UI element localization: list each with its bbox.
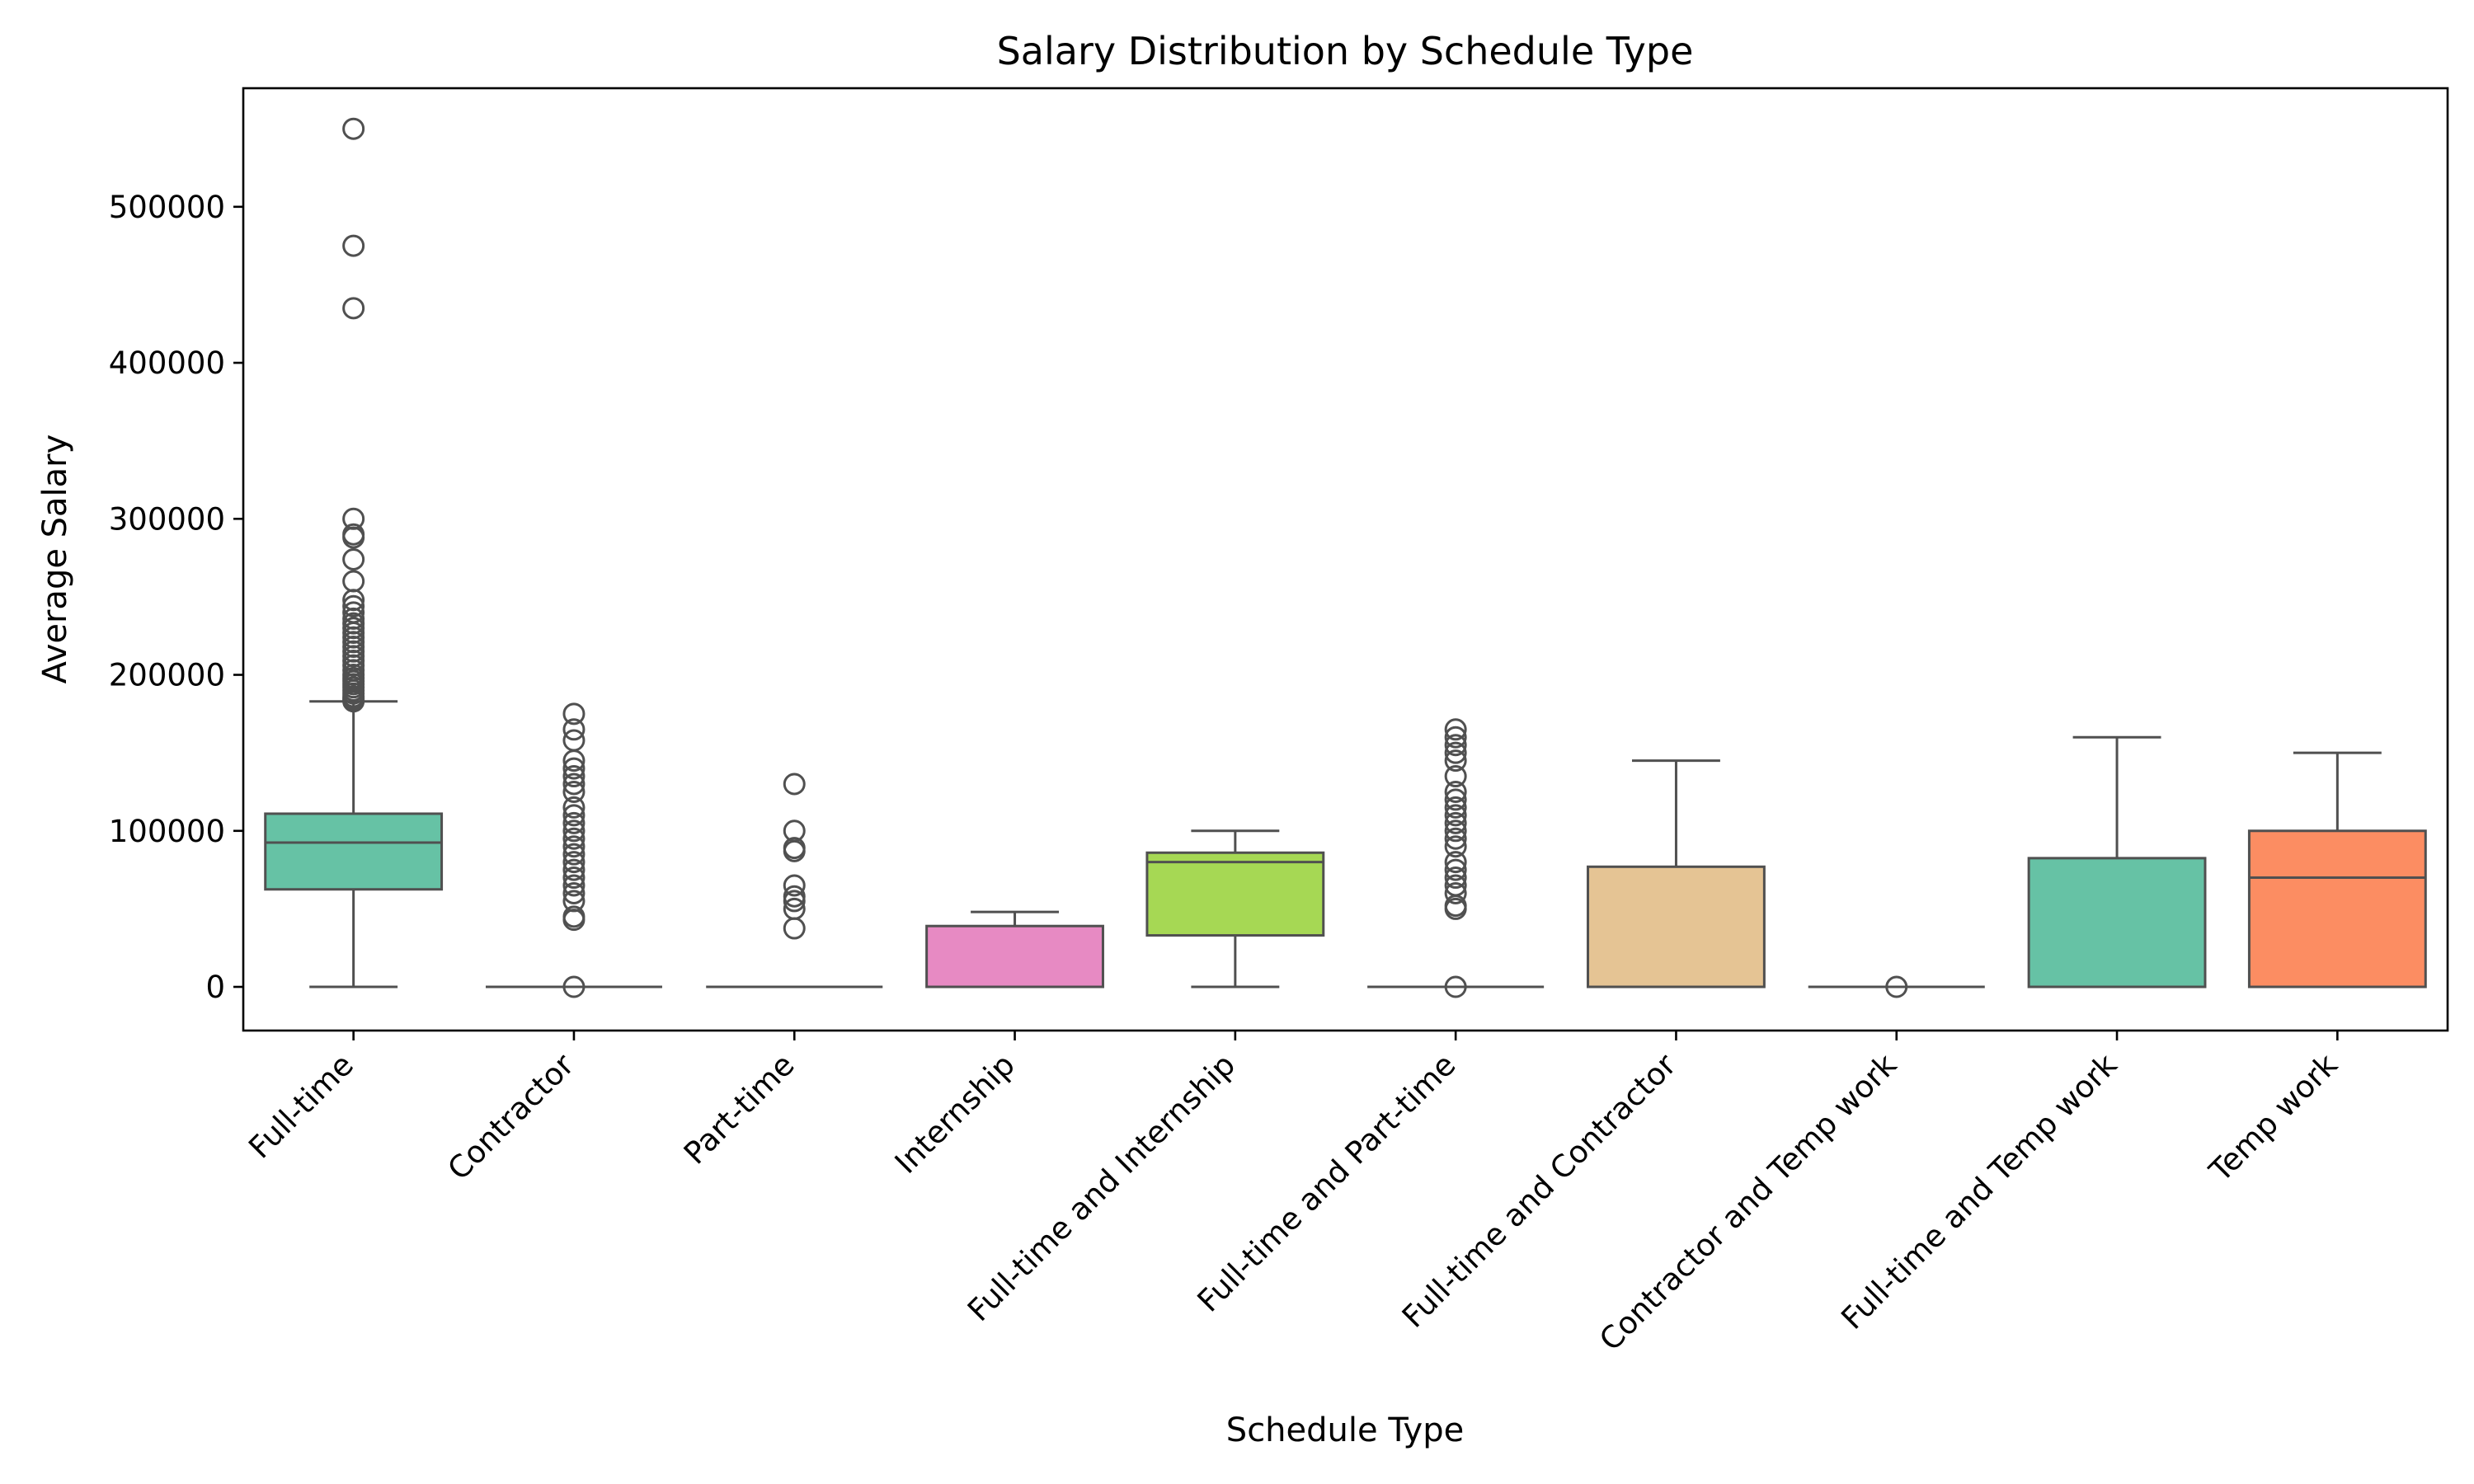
outlier-point xyxy=(562,866,586,890)
box-group xyxy=(1145,829,1325,989)
chart-title: Salary Distribution by Schedule Type xyxy=(997,29,1694,73)
outlier-point xyxy=(562,881,586,904)
outlier-point xyxy=(783,837,806,860)
box-group xyxy=(2027,735,2207,989)
outlier-point xyxy=(562,765,586,788)
box-group xyxy=(2247,751,2427,989)
outlier-point xyxy=(783,885,806,908)
x-tick-label: Temp work xyxy=(2202,1047,2345,1190)
box-group xyxy=(486,702,662,998)
plot-area: 0 100000 200000 300000 400000 500000 Full-time… xyxy=(109,117,2427,1358)
x-tick-label: Full-time and Part-time xyxy=(1191,1047,1463,1319)
outlier-point xyxy=(783,897,806,920)
outlier-point xyxy=(562,757,586,780)
outlier-point xyxy=(342,523,365,546)
outlier-point xyxy=(562,890,586,913)
outlier-point xyxy=(562,858,586,881)
outlier-point xyxy=(1444,804,1467,827)
outlier-point xyxy=(1444,726,1467,749)
outlier-point xyxy=(562,874,586,897)
box-iqr xyxy=(264,812,444,891)
outlier-point xyxy=(342,297,365,320)
y-tick-label: 400000 xyxy=(109,345,225,381)
outlier-point xyxy=(1444,835,1467,858)
outlier-point xyxy=(1444,780,1467,803)
outlier-point xyxy=(1444,975,1467,998)
outlier-point xyxy=(562,905,586,928)
outlier-point xyxy=(342,570,365,593)
x-tick-label: Internship xyxy=(888,1047,1022,1181)
outlier-point xyxy=(562,827,586,850)
outlier-point xyxy=(562,843,586,866)
box-group xyxy=(1587,759,1766,989)
outlier-point xyxy=(562,702,586,726)
y-tick-label: 100000 xyxy=(109,814,225,849)
outlier-point xyxy=(783,819,806,843)
outlier-point xyxy=(1444,866,1467,890)
plot-frame xyxy=(242,87,2449,1032)
box-group xyxy=(264,117,444,989)
outlier-point xyxy=(1444,749,1467,773)
y-axis-label: Average Salary xyxy=(36,434,74,684)
outlier-point xyxy=(342,117,365,140)
outlier-point xyxy=(1444,874,1467,897)
outlier-point xyxy=(1444,858,1467,881)
outlier-point xyxy=(562,796,586,819)
outlier-point xyxy=(342,507,365,530)
y-tick-label: 300000 xyxy=(109,501,225,537)
outlier-point xyxy=(562,729,586,752)
box-group xyxy=(706,773,883,989)
box-iqr xyxy=(925,924,1104,989)
outlier-point xyxy=(562,804,586,827)
outlier-point xyxy=(342,234,365,257)
outlier-point xyxy=(1444,819,1467,843)
outlier-point xyxy=(562,780,586,803)
box-iqr xyxy=(1587,865,1766,989)
outlier-point xyxy=(1444,734,1467,757)
outlier-point xyxy=(1444,741,1467,764)
outlier-point xyxy=(783,917,806,940)
outlier-point xyxy=(1444,788,1467,811)
outlier-point xyxy=(1444,796,1467,819)
outlier-point xyxy=(562,718,586,741)
outlier-point xyxy=(562,835,586,858)
outlier-point xyxy=(783,773,806,796)
outlier-point xyxy=(1444,718,1467,741)
box-iqr xyxy=(2247,829,2427,989)
y-tick-label: 200000 xyxy=(109,658,225,693)
outlier-point xyxy=(562,975,586,998)
outlier-point xyxy=(1444,765,1467,788)
x-tick-label: Contractor xyxy=(441,1046,581,1186)
outlier-point xyxy=(562,819,586,843)
outlier-point xyxy=(342,548,365,571)
box-iqr xyxy=(1145,851,1325,937)
box-group xyxy=(1808,975,1985,998)
box-iqr xyxy=(2027,857,2207,989)
outlier-point xyxy=(562,811,586,834)
outlier-point xyxy=(1444,881,1467,904)
y-tick-label: 500000 xyxy=(109,190,225,225)
outlier-point xyxy=(783,874,806,897)
outlier-point xyxy=(342,594,365,618)
outlier-point xyxy=(562,851,586,874)
box-group xyxy=(925,910,1104,989)
x-tick-label: Full-time xyxy=(242,1047,360,1166)
box-group xyxy=(1367,718,1545,998)
outlier-point xyxy=(1885,975,1908,998)
y-tick-label: 0 xyxy=(205,970,225,1005)
outlier-point xyxy=(342,601,365,624)
x-tick-label: Part-time xyxy=(677,1047,802,1172)
outlier-point xyxy=(1444,827,1467,850)
x-axis-label: Schedule Type xyxy=(1226,1411,1464,1449)
outlier-point xyxy=(1444,851,1467,874)
outlier-point xyxy=(562,773,586,796)
outlier-point xyxy=(1444,811,1467,834)
